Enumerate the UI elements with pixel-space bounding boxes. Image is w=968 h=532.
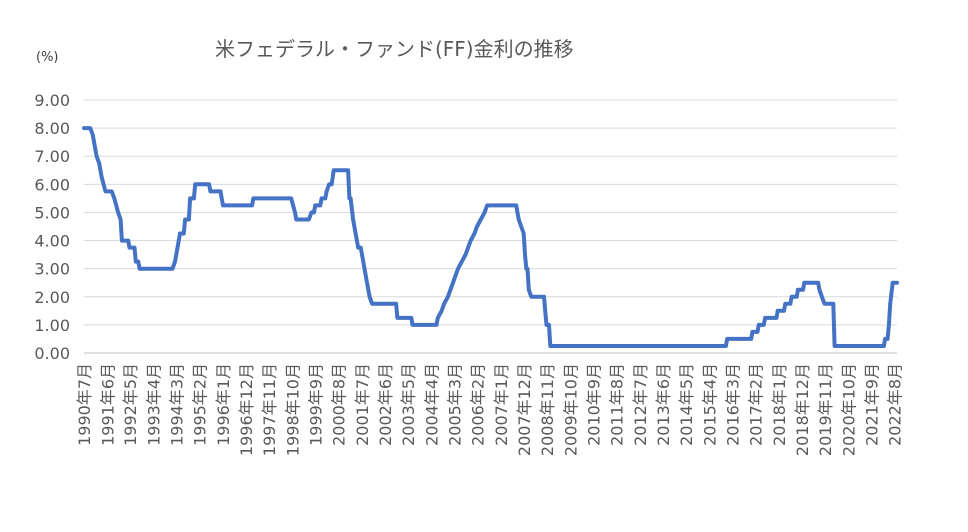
chart-title: 米フェデラル・ファンド(FF)金利の推移: [215, 37, 574, 61]
x-tick-label: 1996年12月: [237, 363, 256, 456]
y-tick-label: 3.00: [34, 260, 70, 279]
x-tick-label: 2018年1月: [770, 363, 789, 446]
y-tick-label: 0.00: [34, 344, 70, 363]
x-tick-label: 1991年6月: [98, 363, 117, 446]
x-tick-label: 1992年5月: [121, 363, 140, 446]
y-tick-label: 2.00: [34, 288, 70, 307]
x-tick-label: 2015年4月: [700, 363, 719, 446]
series-line-ff-rate: [82, 126, 899, 348]
y-tick-label: 7.00: [34, 147, 70, 166]
x-tick-label: 2013年6月: [654, 363, 673, 446]
x-tick-label: 2002年6月: [376, 363, 395, 446]
x-axis-ticks: 1990年7月 1991年6月 1992年5月 1993年4月 1994年3月 1995年…: [75, 363, 905, 456]
y-axis-ticks: 0.00 1.00 2.00 3.00 4.00 5.00 6.00 7.00 8.00 9.00: [34, 91, 70, 363]
x-tick-label: 1995年2月: [191, 363, 210, 446]
x-tick-label: 2009年10月: [561, 363, 580, 456]
x-tick-label: 2021年9月: [863, 363, 882, 446]
x-tick-label: 2006年2月: [469, 363, 488, 446]
x-tick-label: 2011年8月: [608, 363, 627, 446]
x-tick-label: 2007年12月: [515, 363, 534, 456]
x-tick-label: 2007年1月: [492, 363, 511, 446]
x-tick-label: 1994年3月: [168, 363, 187, 446]
x-tick-label: 2014年5月: [677, 363, 696, 446]
x-tick-label: 1990年7月: [75, 363, 94, 446]
x-tick-label: 2017年2月: [747, 363, 766, 446]
x-tick-label: 2012年7月: [631, 363, 650, 446]
y-tick-label: 1.00: [34, 316, 70, 335]
x-tick-label: 2008年11月: [538, 363, 557, 456]
x-tick-label: 2003年5月: [399, 363, 418, 446]
x-tick-label: 2016年3月: [724, 363, 743, 446]
y-tick-label: 8.00: [34, 119, 70, 138]
x-tick-label: 2001年7月: [353, 363, 372, 446]
y-tick-label: 6.00: [34, 175, 70, 194]
y-tick-label: 9.00: [34, 91, 70, 110]
x-tick-label: 2020年10月: [839, 363, 858, 456]
x-tick-label: 2005年3月: [446, 363, 465, 446]
x-tick-label: 2000年8月: [330, 363, 349, 446]
x-tick-label: 1993年4月: [144, 363, 163, 446]
x-tick-label: 2022年8月: [886, 363, 905, 446]
x-tick-label: 2019年11月: [816, 363, 835, 456]
y-unit-label: (%): [36, 50, 59, 65]
x-tick-label: 2018年12月: [793, 363, 812, 456]
x-tick-label: 2010年9月: [585, 363, 604, 446]
x-tick-label: 1998年10月: [283, 363, 302, 456]
x-tick-label: 1997年11月: [260, 363, 279, 456]
gridlines: [84, 99, 897, 326]
x-tick-label: 1996年1月: [214, 363, 233, 446]
x-tick-label: 2004年4月: [422, 363, 441, 446]
y-tick-label: 4.00: [34, 232, 70, 251]
y-tick-label: 5.00: [34, 203, 70, 222]
x-tick-label: 1999年9月: [307, 363, 326, 446]
